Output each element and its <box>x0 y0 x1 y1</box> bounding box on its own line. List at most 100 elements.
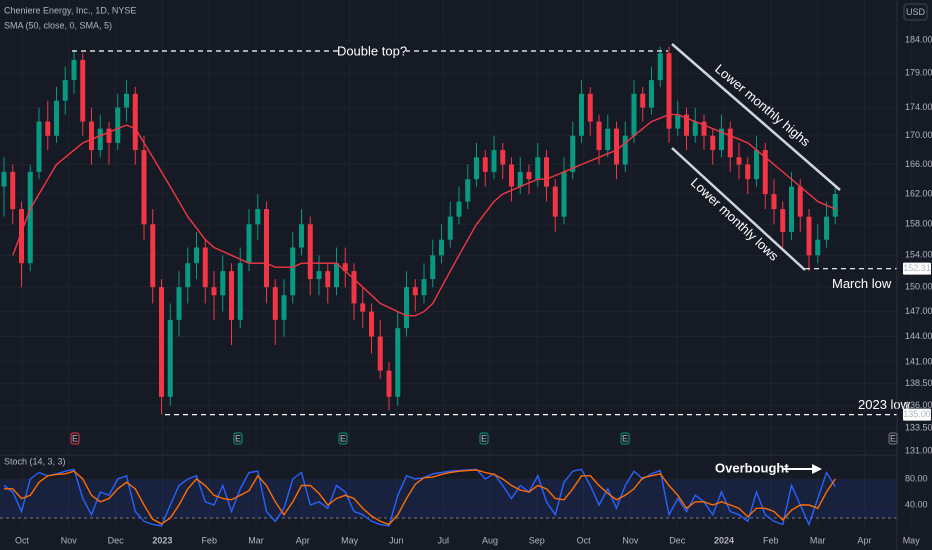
x-tick-label: 2023 <box>152 535 172 545</box>
stoch-band <box>0 479 897 518</box>
candle-body <box>500 150 506 165</box>
candle-body <box>675 114 681 129</box>
x-tick-label: Aug <box>482 535 498 545</box>
candle-body <box>439 239 444 256</box>
y-tick-label: 184.00 <box>905 34 932 44</box>
earnings-marker <box>338 432 348 445</box>
candle-body <box>290 247 296 296</box>
sma-legend: SMA (50, close, 0, SMA, 5) <box>4 20 112 30</box>
candle-body <box>220 271 226 296</box>
x-tick-label: Oct <box>15 535 30 545</box>
y-tick-label: 144.00 <box>905 331 932 341</box>
candle-body <box>762 150 768 195</box>
candle-body <box>535 157 541 180</box>
y-tick-label: 154.00 <box>905 250 932 260</box>
candle-body <box>596 121 602 151</box>
x-tick-label: 2024 <box>714 535 734 545</box>
candle-body <box>491 150 497 172</box>
y-tick-label: 147.00 <box>905 306 932 316</box>
y-tick-label: 138.50 <box>905 378 932 388</box>
candle-body <box>36 121 42 172</box>
candle-body <box>80 59 86 122</box>
candle-body <box>377 336 383 371</box>
candle-body <box>482 157 488 172</box>
candle-body <box>159 287 164 397</box>
candle-body <box>369 311 374 337</box>
candle-body <box>614 128 619 165</box>
x-tick-label: Apr <box>857 535 871 545</box>
symbol-title: Cheniere Energy, Inc., 1D, NYSE <box>4 5 136 15</box>
candle-body <box>447 216 453 240</box>
y-tick-label: 133.50 <box>905 423 932 433</box>
candle-body <box>789 186 794 232</box>
earnings-marker <box>70 432 80 445</box>
candle-body <box>115 107 121 143</box>
candle-body <box>342 263 348 272</box>
candle-body <box>579 93 584 136</box>
candle-body <box>211 287 217 296</box>
candle-body <box>421 279 427 296</box>
x-tick-label: Mar <box>248 535 264 545</box>
candle-body <box>71 59 77 81</box>
candle-body <box>552 186 558 217</box>
stoch-d-line <box>4 469 836 526</box>
candle-body <box>176 287 182 320</box>
x-tick-label: Dec <box>108 535 125 545</box>
label-bg <box>338 43 406 59</box>
candle-body <box>640 93 646 108</box>
candle-body <box>649 80 654 108</box>
candle-body <box>316 271 322 280</box>
candle-body <box>132 93 138 151</box>
candle-body <box>307 224 313 280</box>
candle-body <box>561 171 567 217</box>
y-tick-label: 162.00 <box>905 188 932 198</box>
candle-body <box>605 128 611 151</box>
candle-body <box>622 135 628 165</box>
earnings-label: E <box>890 433 896 443</box>
x-tick-label: Nov <box>622 535 639 545</box>
arrow-head <box>812 464 822 474</box>
candle-body <box>815 239 821 256</box>
candle-body <box>10 171 16 210</box>
candle-body <box>97 128 103 151</box>
candle-body <box>456 201 462 217</box>
sma-line <box>12 113 836 317</box>
candle-body <box>719 128 724 151</box>
candle-body <box>246 224 252 264</box>
candle-body <box>299 224 304 248</box>
candle-body <box>351 271 357 304</box>
x-tick-label: Oct <box>577 535 592 545</box>
candle-body <box>631 93 637 136</box>
currency-button[interactable] <box>903 3 928 21</box>
candle-body <box>124 93 129 108</box>
candle-body <box>106 128 112 143</box>
candle-body <box>806 216 812 256</box>
candle-body <box>167 319 173 397</box>
candle-body <box>701 121 707 136</box>
candle-body <box>824 216 829 240</box>
candle-body <box>386 370 392 397</box>
stoch-tick-label: 80.00 <box>905 473 928 483</box>
candle-body <box>666 53 672 129</box>
candle-body <box>54 100 59 136</box>
candle-body <box>281 295 287 320</box>
candle-body <box>526 171 532 180</box>
candle-body <box>587 93 593 122</box>
candle-body <box>360 303 366 312</box>
y-tick-label: 136.00 <box>905 400 932 410</box>
candle-body <box>194 247 199 264</box>
candle-body <box>736 157 742 165</box>
candle-body <box>780 209 786 232</box>
y-tick-label: 141.00 <box>905 356 932 366</box>
y-tick-label: 174.00 <box>905 102 932 112</box>
candle-body <box>474 157 479 180</box>
candle-body <box>202 247 208 288</box>
candle-body <box>229 271 234 320</box>
channel-upper <box>671 43 841 191</box>
earnings-label: E <box>235 433 241 443</box>
earnings-label: E <box>340 433 346 443</box>
candle-body <box>412 287 418 296</box>
candle-body <box>465 179 471 202</box>
